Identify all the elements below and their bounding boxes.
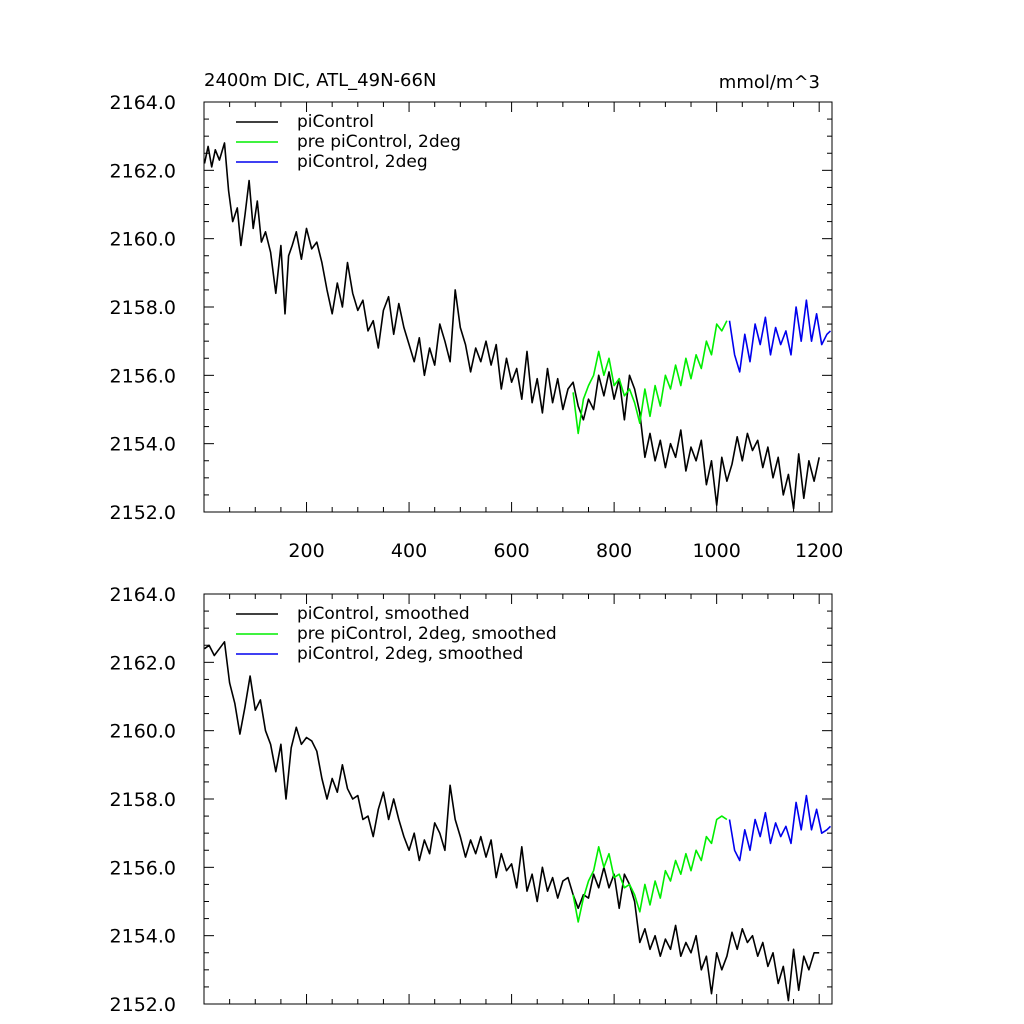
y-tick-label: 2154.0 xyxy=(110,434,176,456)
series-line-1 xyxy=(203,142,820,510)
y-tick-label: 2160.0 xyxy=(110,229,176,251)
y-tick-label: 2156.0 xyxy=(110,365,176,387)
x-tick-label: 1000 xyxy=(692,540,740,562)
y-tick-label: 2162.0 xyxy=(110,652,176,674)
series-line-2 xyxy=(572,815,728,923)
top-panel: 2152.0 2154.0 2156.0 2158.0 2160.0 2162.0 2164… xyxy=(110,92,844,562)
x-tick-label: 600 xyxy=(493,540,529,562)
x-tick-label: 400 xyxy=(391,540,427,562)
legend-label: pre piControl, 2deg xyxy=(297,132,461,152)
legend-label: piControl, 2deg, smoothed xyxy=(297,644,523,664)
legend-label: piControl xyxy=(297,112,374,132)
units-label: mmol/m^3 xyxy=(719,72,820,93)
y-tick-label: 2158.0 xyxy=(110,789,176,811)
y-tick-label: 2164.0 xyxy=(110,584,176,606)
series-line-2 xyxy=(572,320,728,435)
x-tick-label: 200 xyxy=(288,540,324,562)
y-tick-label: 2156.0 xyxy=(110,857,176,879)
y-tick-label: 2154.0 xyxy=(110,926,176,948)
bottom-panel: 2152.0 2154.0 2156.0 2158.0 2160.0 2162.0 2164… xyxy=(110,584,833,1016)
y-tick-label: 2158.0 xyxy=(110,297,176,319)
y-tick-label: 2160.0 xyxy=(110,721,176,743)
x-tick-label: 800 xyxy=(596,540,632,562)
y-tick-label: 2162.0 xyxy=(110,160,176,182)
y-tick-label: 2164.0 xyxy=(110,92,176,114)
y-tick-label: 2152.0 xyxy=(110,502,176,524)
legend-label: piControl, 2deg xyxy=(297,152,428,172)
chart-title: 2400m DIC, ATL_49N-66N xyxy=(204,70,436,91)
series-line-3 xyxy=(728,299,832,373)
x-tick-label: 1200 xyxy=(795,540,843,562)
series-line-1 xyxy=(204,640,820,1002)
legend-label: piControl, smoothed xyxy=(297,604,470,624)
series-line-3 xyxy=(728,794,832,862)
legend-label: pre piControl, 2deg, smoothed xyxy=(297,624,557,644)
y-tick-label: 2152.0 xyxy=(110,994,176,1016)
